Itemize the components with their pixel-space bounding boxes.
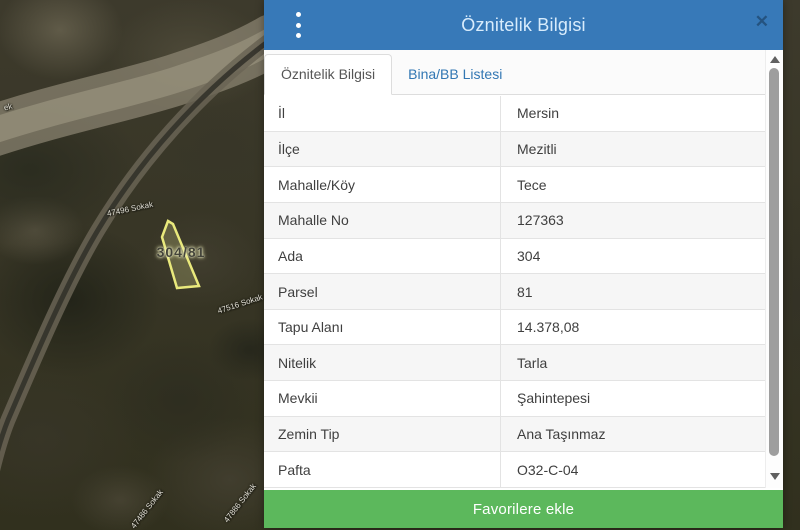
row-label: Pafta	[264, 452, 501, 488]
table-row: Pafta O32-C-04	[264, 452, 765, 489]
row-value: O32-C-04	[517, 461, 579, 478]
row-label: Mahalle/Köy	[264, 167, 501, 202]
table-row: Mahalle/Köy Tece	[264, 167, 765, 203]
row-value: 127363	[517, 212, 564, 229]
row-value: Ana Taşınmaz	[517, 426, 606, 443]
scroll-up-arrow-icon[interactable]	[770, 56, 780, 63]
table-row: Mahalle No 127363	[264, 202, 765, 239]
panel-title: Öznitelik Bilgisi	[461, 14, 586, 35]
kebab-menu-icon[interactable]	[290, 12, 306, 38]
scrollbar-thumb[interactable]	[769, 68, 779, 456]
row-label: Mevkii	[264, 381, 501, 416]
row-label: İlçe	[264, 131, 501, 167]
row-value: Mersin	[517, 105, 560, 122]
table-row: Ada 304	[264, 238, 765, 275]
attribute-table: İl Mersin İlçe Mezitli Mahalle/Köy Tece …	[264, 96, 765, 489]
row-value: Tece	[517, 176, 547, 193]
table-row: İlçe Mezitli	[264, 131, 765, 168]
row-label: Tapu Alanı	[264, 309, 501, 345]
tab-oznitelik-bilgisi[interactable]: Öznitelik Bilgisi	[264, 54, 393, 95]
parcel-number-label: 304/81	[156, 244, 206, 260]
row-label: İl	[264, 96, 501, 131]
panel-body: Öznitelik Bilgisi Bina/BB Listesi İl Mer…	[264, 50, 783, 489]
row-value: Mezitli	[517, 140, 557, 157]
close-icon[interactable]: ✕	[754, 12, 769, 31]
table-row: Mevkii Şahintepesi	[264, 381, 765, 417]
panel-header: Öznitelik Bilgisi ✕	[264, 0, 783, 50]
attribute-panel: Öznitelik Bilgisi ✕ Öznitelik Bilgisi Bi…	[264, 0, 783, 528]
table-row: Parsel 81	[264, 274, 765, 310]
row-label: Mahalle No	[264, 202, 501, 238]
row-value: 304	[517, 247, 541, 264]
row-label: Zemin Tip	[264, 416, 501, 452]
table-row: Nitelik Tarla	[264, 345, 765, 382]
add-to-favorites-button[interactable]: Favorilere ekle	[264, 490, 783, 528]
row-value: Şahintepesi	[517, 390, 591, 407]
row-label: Ada	[264, 238, 501, 274]
row-value: Tarla	[517, 354, 548, 371]
tab-bina-bb-listesi[interactable]: Bina/BB Listesi	[408, 66, 503, 83]
row-value: 14.378,08	[517, 319, 580, 336]
parcel-polygon[interactable]	[160, 219, 201, 290]
table-row: Zemin Tip Ana Taşınmaz	[264, 416, 765, 453]
row-value: 81	[517, 283, 533, 300]
scrollbar[interactable]	[765, 50, 783, 488]
row-label: Nitelik	[264, 345, 501, 381]
table-row: Tapu Alanı 14.378,08	[264, 309, 765, 346]
tab-bar: Öznitelik Bilgisi Bina/BB Listesi	[264, 50, 765, 95]
table-row: İl Mersin	[264, 96, 765, 132]
scroll-down-arrow-icon[interactable]	[770, 473, 780, 480]
row-label: Parsel	[264, 274, 501, 309]
